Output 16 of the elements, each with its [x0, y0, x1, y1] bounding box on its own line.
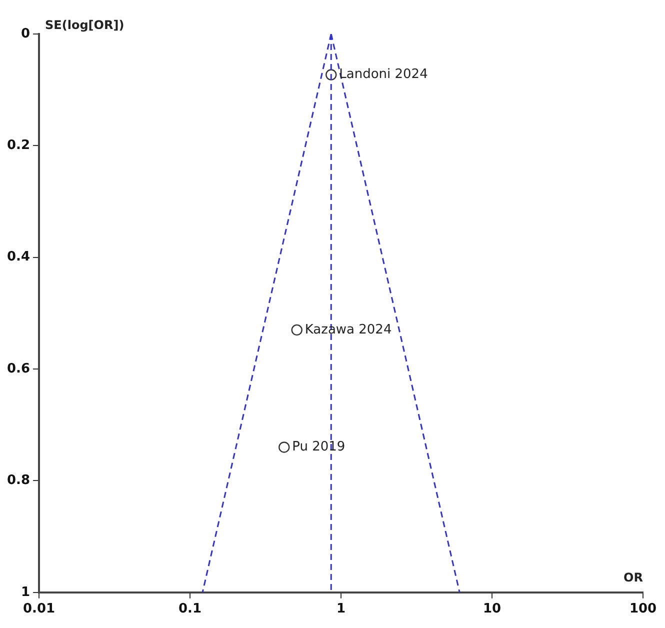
y-tick-label: 0.6 — [7, 361, 30, 376]
x-tick-label: 10 — [482, 602, 502, 617]
x-tick-label: 0.01 — [22, 602, 56, 617]
x-axis-title: OR — [624, 570, 643, 585]
y-axis-title: SE(log[OR]) — [45, 18, 124, 32]
y-tick-label: 0.4 — [7, 250, 30, 265]
y-tick-label: 0 — [20, 26, 30, 42]
annotation: Pu 2019 — [292, 440, 346, 455]
annotation: Kazawa 2024 — [304, 322, 392, 338]
x-tick-label: 1 — [336, 602, 346, 617]
y-tick-label: 0.2 — [7, 138, 30, 154]
y-tick-label: 0.8 — [7, 473, 30, 488]
y-tick-label: 1 — [20, 584, 30, 600]
x-tick-label: 0.1 — [178, 602, 202, 617]
annotation: Landoni 2024 — [339, 67, 428, 82]
x-tick-label: 100 — [629, 602, 657, 617]
